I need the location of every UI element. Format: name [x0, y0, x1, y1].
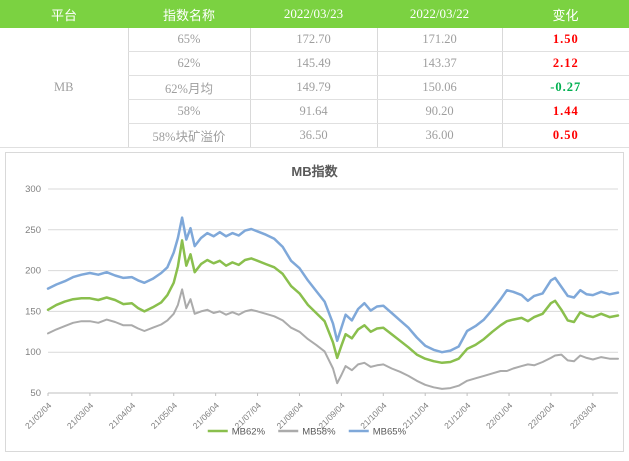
table-row: 58% 91.64 90.20 1.44: [0, 99, 629, 124]
chart-title: MB指数: [291, 164, 338, 179]
x-tick-label: 21/04/04: [107, 400, 138, 431]
value-today-cell: 91.64: [249, 99, 377, 124]
value-yesterday-cell: 90.20: [376, 99, 502, 124]
value-yesterday-cell: 150.06: [376, 75, 502, 100]
value-yesterday-cell: 143.37: [376, 51, 502, 76]
value-today-cell: 145.49: [249, 51, 377, 76]
value-today-cell: 172.70: [249, 28, 377, 52]
table-row: 58%块矿溢价 36.50 36.00 0.50: [0, 123, 629, 148]
x-tick-label: 21/06/04: [191, 400, 222, 431]
change-cell: 0.50: [501, 123, 629, 148]
table-header-row: 平台 指数名称 2022/03/23 2022/03/22 变化: [0, 0, 629, 28]
platform-cell: MB: [0, 28, 128, 148]
y-tick-label: 200: [25, 266, 41, 277]
x-tick-label: 21/05/04: [149, 400, 180, 431]
x-tick-label: 21/08/04: [274, 400, 305, 431]
y-tick-label: 100: [25, 347, 41, 358]
y-tick-label: 50: [30, 388, 41, 399]
table-row: 62% 145.49 143.37 2.12: [0, 51, 629, 76]
series-line-mb65%: [46, 216, 620, 354]
x-tick-label: 22/03/04: [568, 400, 599, 431]
value-today-cell: 149.79: [249, 75, 377, 100]
table-row: 62%月均 149.79 150.06 -0.27: [0, 75, 629, 100]
col-header-platform: 平台: [0, 0, 128, 28]
legend-label-mb58%: MB58%: [302, 427, 336, 438]
change-cell: 1.50: [501, 28, 629, 52]
table-row: MB 65% 172.70 171.20 1.50: [0, 28, 629, 148]
change-cell: 1.44: [501, 99, 629, 124]
index-name-cell: 62%月均: [127, 75, 250, 100]
mb-index-chart: 50 100 150 200 250 300 21/02/04 21/03/04 21/04/0…: [23, 184, 620, 438]
index-name-cell: 62%: [127, 51, 250, 76]
col-header-date-today: 2022/03/23: [250, 0, 377, 28]
col-header-date-yesterday: 2022/03/22: [377, 0, 502, 28]
value-yesterday-cell: 171.20: [376, 28, 502, 52]
y-tick-label: 150: [25, 306, 41, 317]
x-tick-label: 21/02/04: [23, 400, 54, 431]
index-name-cell: 65%: [127, 28, 250, 52]
price-table: 平台 指数名称 2022/03/23 2022/03/22 变化 MB 65% …: [0, 0, 629, 148]
index-name-cell: 58%: [127, 99, 250, 124]
col-header-change: 变化: [502, 0, 629, 28]
chart-panel: MB指数 50 100 150 200 250 300 21/02/04 21/03/04 21…: [5, 152, 624, 452]
y-tick-label: 300: [25, 184, 41, 195]
col-header-index-name: 指数名称: [128, 0, 250, 28]
y-tick-label: 250: [25, 225, 41, 236]
series-line-mb62%: [46, 239, 620, 365]
value-today-cell: 36.50: [249, 123, 377, 148]
legend-label-mb65%: MB65%: [373, 427, 407, 438]
x-tick-label: 21/12/04: [442, 400, 473, 431]
change-cell: 2.12: [501, 51, 629, 76]
legend-label-mb62%: MB62%: [232, 427, 266, 438]
value-yesterday-cell: 36.00: [376, 123, 502, 148]
series-line-mb58%: [47, 288, 619, 390]
x-tick-label: 21/03/04: [65, 400, 96, 431]
x-tick-label: 22/02/04: [526, 400, 557, 431]
x-tick-label: 22/01/04: [484, 400, 515, 431]
index-name-cell: 58%块矿溢价: [127, 123, 250, 148]
change-cell: -0.27: [501, 75, 629, 100]
